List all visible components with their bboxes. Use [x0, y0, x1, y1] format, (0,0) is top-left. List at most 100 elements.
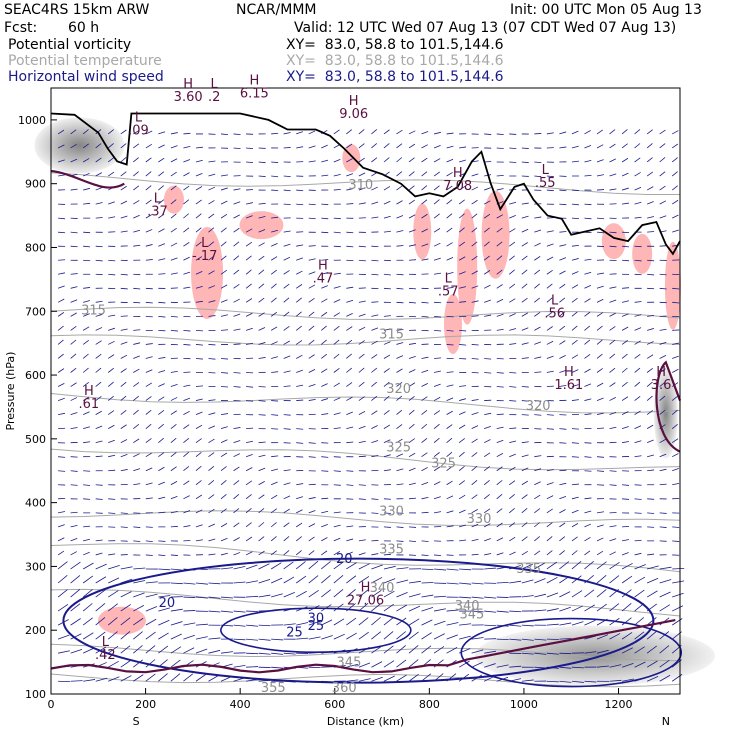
wind-vector — [383, 660, 395, 668]
wind-vector — [396, 604, 408, 612]
wind-vector — [446, 582, 459, 585]
wind-vector — [546, 680, 559, 683]
wind-vector — [559, 680, 572, 683]
wind-vector — [195, 300, 203, 303]
wind-vector — [195, 596, 208, 599]
theta-label: 325 — [386, 441, 411, 456]
wind-vector — [233, 537, 240, 542]
wind-vector — [383, 230, 391, 233]
wind-vector — [70, 188, 78, 191]
wind-vector — [120, 381, 127, 387]
wind-vector — [296, 257, 303, 261]
wind-vector — [559, 203, 567, 206]
wind-vector — [621, 617, 632, 626]
wind-vector — [509, 283, 516, 289]
wind-vector — [70, 538, 78, 542]
wind-label: 20 — [159, 596, 176, 611]
wind-vector — [258, 202, 266, 205]
wind-vector — [170, 673, 181, 682]
wind-vector — [446, 158, 454, 163]
wind-vector — [659, 171, 666, 177]
wind-vector — [57, 129, 65, 135]
wind-vector — [571, 258, 579, 261]
wind-vector — [446, 410, 453, 415]
wind-vector — [421, 369, 429, 373]
wind-vector — [258, 454, 266, 458]
wind-vector — [534, 341, 542, 345]
wind-vector — [571, 384, 579, 387]
wind-vector — [534, 481, 541, 486]
wind-vector — [609, 679, 622, 682]
wind-vector — [333, 353, 340, 359]
wind-vector — [471, 452, 478, 458]
wind-vector — [283, 550, 290, 556]
wind-vector — [333, 144, 341, 149]
wind-vector — [133, 483, 141, 486]
wind-vector — [346, 129, 353, 135]
wind-vector — [346, 525, 354, 528]
wind-vector — [133, 329, 141, 331]
y-tick-label: 700 — [25, 305, 46, 318]
wind-vector — [145, 301, 153, 304]
wind-vector — [296, 442, 304, 444]
wind-vector — [621, 575, 633, 584]
wind-vector — [408, 185, 415, 191]
wind-vector — [672, 605, 684, 612]
wind-vector — [596, 272, 604, 275]
wind-vector — [245, 480, 253, 486]
wind-vector — [83, 426, 91, 430]
wind-vector — [283, 326, 290, 331]
wind-vector — [70, 143, 77, 149]
wind-vector — [220, 552, 228, 556]
wind-vector — [634, 455, 642, 458]
wind-vector — [471, 160, 479, 163]
wind-vector — [208, 425, 216, 430]
wind-vector — [634, 631, 645, 640]
wind-vector — [421, 144, 428, 149]
wind-vector — [57, 285, 65, 289]
wind-vector — [233, 493, 240, 500]
wind-vector — [358, 172, 366, 177]
wind-vector — [396, 129, 403, 135]
wind-vector — [571, 203, 579, 206]
wind-vector — [434, 554, 442, 556]
wind-vector — [333, 524, 341, 528]
wind-vector — [459, 623, 472, 626]
wind-vector — [358, 678, 371, 682]
wind-vector — [195, 270, 203, 275]
wind-vector — [471, 465, 478, 472]
wind-vector — [95, 603, 106, 612]
wind-vector — [346, 339, 353, 345]
wind-vector — [82, 411, 90, 415]
wind-vector — [220, 200, 228, 205]
wind-vector — [559, 428, 567, 430]
wind-vector — [208, 315, 216, 317]
wind-vector — [308, 442, 316, 444]
pv-shading-north — [653, 368, 678, 459]
wind-vector — [283, 311, 290, 317]
wind-vector — [195, 344, 203, 346]
wind-vector — [271, 400, 279, 402]
wind-vector — [183, 271, 191, 275]
wind-vector — [358, 340, 365, 345]
wind-vector — [433, 228, 441, 233]
wind-vector — [408, 171, 415, 177]
wind-vector — [170, 495, 178, 500]
wind-vector — [596, 174, 604, 177]
wind-vector — [246, 580, 258, 584]
wind-vector — [421, 243, 429, 247]
wind-vector — [484, 187, 491, 191]
extremum-value: .55 — [535, 176, 556, 191]
wind-vector — [571, 339, 578, 345]
wind-vector — [295, 561, 306, 570]
wind-vector — [559, 606, 571, 612]
wind-vector — [509, 343, 517, 345]
wind-vector — [396, 438, 403, 444]
wind-vector — [245, 551, 253, 556]
wind-vector — [183, 410, 190, 415]
wind-vector — [509, 440, 517, 444]
wind-vector — [396, 143, 403, 149]
wind-vector — [496, 241, 503, 247]
wind-vector — [321, 574, 331, 584]
wind-vector — [107, 631, 118, 640]
